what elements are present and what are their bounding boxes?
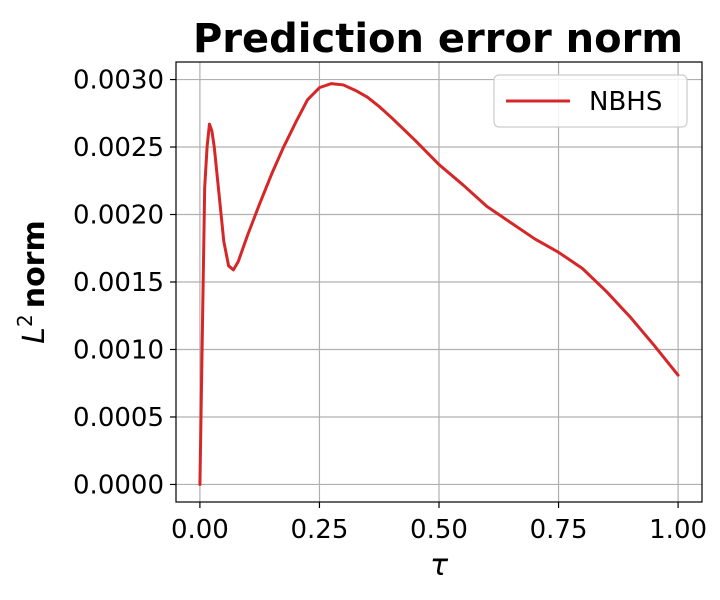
y-axis-label: L2 norm [13,220,52,343]
y-axis-label-base: L [17,327,52,344]
legend-label-nbhs: NBHS [589,87,662,117]
x-axis: 0.00 0.25 0.50 0.75 1.00 [171,502,707,545]
chart-title: Prediction error norm [193,16,683,62]
x-tick-label: 0.50 [410,515,468,545]
grid [176,62,702,502]
y-axis-label-superscript: 2 [13,314,37,327]
y-tick-label: 0.0010 [73,335,164,365]
x-tick-label: 0.25 [291,515,349,545]
series-line-nbhs [198,82,680,486]
y-tick-label: 0.0030 [73,66,164,96]
y-axis: 0.0000 0.0005 0.0010 0.0015 0.0020 0.0025 0.00… [73,66,176,500]
y-tick-label: 0.0005 [73,403,164,433]
x-tick-label: 0.00 [171,515,229,545]
x-tick-label: 1.00 [649,515,707,545]
y-tick-label: 0.0015 [73,268,164,298]
x-axis-label: τ [430,548,449,583]
y-tick-label: 0.0020 [73,201,164,231]
y-tick-label: 0.0000 [73,470,164,500]
legend: NBHS [493,74,688,128]
y-tick-label: 0.0025 [73,133,164,163]
x-tick-label: 0.75 [530,515,588,545]
y-axis-label-rest: norm [17,220,52,308]
legend-box [493,74,688,128]
